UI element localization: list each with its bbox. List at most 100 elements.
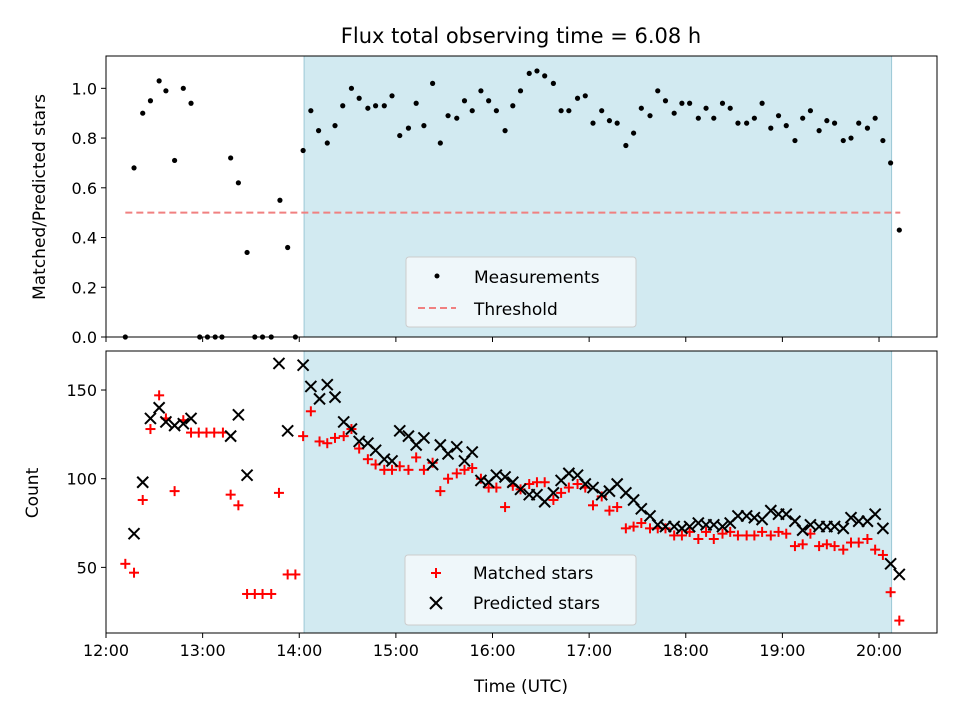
matched-star-point [765, 530, 776, 541]
matched-star-point [620, 523, 631, 534]
predicted-star-stroke [402, 429, 415, 443]
measurement-point [454, 115, 460, 121]
predicted-star-point [321, 378, 334, 391]
measurement-point [534, 68, 540, 74]
measurement-point [285, 244, 291, 251]
top-panel: 0.0 0.2 0.4 0.6 0.8 1.0 Matched/Predicted sta… [30, 55, 938, 347]
matched-star-point [797, 539, 808, 550]
predicted-star-stroke [337, 415, 350, 429]
predicted-star-stroke [281, 424, 294, 438]
matched-star-point [894, 615, 905, 626]
bottom-panel: 12:00 13:00 14:00 15:00 16:00 17:00 18:00 19:00… [23, 350, 938, 697]
measurement-point [348, 85, 355, 91]
measurement-point [735, 120, 741, 126]
top-x-ticks [105, 337, 880, 342]
bottom-predicted-points [127, 357, 906, 581]
matched-star-point [451, 468, 462, 479]
matched-star-point [290, 569, 301, 580]
predicted-star-stroke [571, 468, 584, 482]
predicted-star-point [224, 429, 237, 443]
y-tick-label: 0.8 [72, 129, 97, 148]
measurement-point [558, 108, 564, 114]
predicted-star-stroke [868, 507, 882, 521]
predicted-star-stroke [876, 522, 890, 535]
predicted-star-stroke [450, 440, 463, 453]
predicted-star-point [844, 511, 858, 524]
predicted-star-point [876, 522, 890, 535]
measurement-point [775, 113, 782, 119]
measurement-point [824, 118, 830, 124]
predicted-star-point [579, 477, 592, 491]
predicted-star-stroke [345, 422, 358, 436]
measurement-point [244, 249, 250, 256]
predicted-star-point [868, 507, 882, 521]
predicted-star-stroke [579, 477, 592, 491]
measurement-point [662, 98, 669, 104]
measurement-point [606, 118, 613, 124]
measurement-point [172, 157, 178, 164]
predicted-star-stroke [136, 476, 149, 489]
predicted-star-stroke [144, 412, 157, 425]
measurement-point [566, 108, 572, 114]
measurement-point [430, 80, 436, 86]
predicted-star-stroke [127, 527, 141, 540]
measurement-point [188, 100, 194, 106]
predicted-star-point [426, 458, 439, 471]
x-axis-label: Time (UTC) [473, 677, 568, 697]
legend-marker-predicted-stars [429, 596, 443, 610]
predicted-star-point [313, 392, 326, 406]
predicted-star-stroke [328, 390, 342, 404]
predicted-star-point [450, 440, 463, 453]
predicted-star-point [393, 424, 406, 438]
matched-star-point [636, 518, 647, 529]
measurement-point [800, 115, 806, 121]
measurement-point [647, 113, 653, 119]
predicted-star-point [144, 412, 157, 425]
predicted-star-stroke [506, 476, 520, 489]
matched-star-point [467, 463, 478, 474]
x-tick-label: 20:00 [856, 641, 902, 660]
y-tick-label: 150 [66, 381, 97, 400]
measurement-point [768, 125, 774, 131]
matched-star-point [717, 528, 728, 539]
legend-label-predicted-stars: Predicted stars [473, 594, 600, 614]
matched-star-point [387, 464, 398, 475]
predicted-star-point [796, 523, 809, 537]
predicted-star-stroke [764, 504, 778, 517]
predicted-star-stroke [177, 417, 190, 430]
predicted-star-stroke [417, 431, 431, 445]
predicted-star-stroke [441, 447, 455, 461]
matched-star-point [403, 464, 414, 475]
predicted-star-stroke [321, 378, 334, 391]
predicted-star-point [240, 468, 254, 482]
bottom-legend: Matched stars Predicted stars [404, 554, 637, 626]
measurement-point [807, 108, 814, 114]
measurement-point [445, 113, 451, 119]
predicted-star-stroke [426, 458, 439, 471]
predicted-star-stroke [168, 419, 181, 432]
bottom-x-ticks: 12:00 13:00 14:00 15:00 16:00 17:00 18:00 19:00… [83, 633, 902, 660]
measurement-point [469, 108, 475, 114]
matched-star-point [548, 494, 559, 505]
predicted-star-stroke [683, 520, 696, 533]
y-tick-label: 0.6 [72, 179, 97, 198]
predicted-star-stroke [627, 493, 640, 507]
legend-marker-matched-stars [431, 568, 441, 578]
legend-marker-measurements [434, 273, 440, 279]
predicted-star-point [586, 481, 600, 494]
matched-star-point [459, 464, 470, 475]
measurement-point [156, 78, 162, 84]
matched-star-point [838, 544, 849, 555]
predicted-star-point [272, 357, 286, 370]
x-tick-label: 16:00 [469, 641, 515, 660]
matched-star-point [137, 494, 148, 505]
matched-star-point [708, 534, 719, 544]
predicted-star-point [177, 417, 190, 430]
matched-star-point [821, 539, 832, 550]
measurement-point [872, 115, 878, 121]
bottom-matched-points [120, 390, 905, 626]
top-axes-frame [105, 55, 938, 338]
measurement-point [856, 120, 862, 126]
bottom-axes-frame [105, 350, 938, 634]
